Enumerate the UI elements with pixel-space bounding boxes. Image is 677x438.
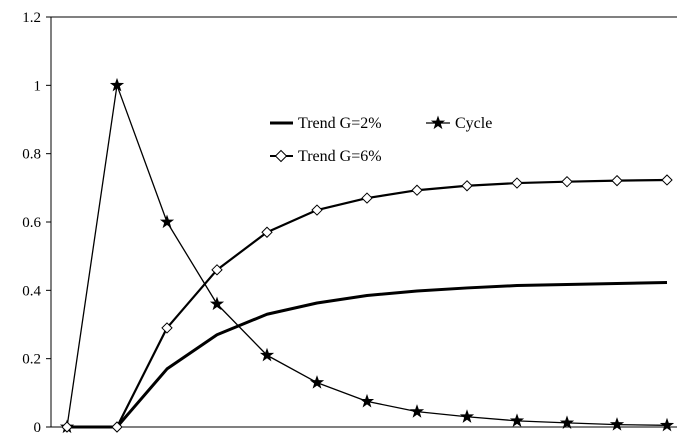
- series-line-cycle: [66, 84, 668, 428]
- legend-diamond-icon: [274, 149, 288, 163]
- y-tick-label: 1.2: [22, 10, 41, 26]
- legend-entry-trend-6: Trend G=6%: [270, 148, 382, 165]
- data-point-trend-g-6: [261, 226, 273, 238]
- data-point-cycle: [159, 214, 175, 229]
- data-point-trend-g-6: [311, 204, 323, 216]
- series-line-trend-g-6: [67, 178, 668, 429]
- data-point-trend-g-6: [61, 421, 73, 433]
- data-point-trend-g-6: [361, 192, 373, 204]
- data-point-trend-g-6: [161, 322, 173, 334]
- legend-entry-trend-2: Trend G=2%: [270, 115, 382, 132]
- series-line-trend-g-2: [67, 280, 668, 429]
- legend-label-trend-2: Trend G=2%: [298, 115, 382, 132]
- data-point-trend-g-6: [211, 264, 223, 276]
- y-tick-label: 0: [34, 420, 42, 436]
- y-tick-label: 0.4: [22, 283, 41, 299]
- data-point-cycle: [509, 413, 525, 427]
- data-point-cycle: [459, 409, 475, 423]
- data-point-cycle: [259, 347, 275, 362]
- data-point-trend-g-6: [461, 180, 473, 192]
- data-point-cycle: [659, 417, 675, 432]
- data-point-trend-g-6: [561, 175, 573, 188]
- data-point-cycle: [559, 415, 575, 429]
- legend-label-trend-6: Trend G=6%: [298, 148, 382, 165]
- data-point-trend-g-6: [661, 174, 673, 186]
- y-axis-ticks: 0 0.2 0.4 0.6 0.8 1 1.2: [22, 10, 51, 436]
- y-tick-label: 1: [34, 78, 42, 94]
- data-point-trend-g-6: [111, 421, 123, 433]
- y-tick-label: 0.8: [22, 147, 41, 163]
- data-point-cycle: [359, 393, 375, 408]
- data-point-cycle: [109, 77, 125, 92]
- legend: Trend G=2% Cycle Trend G=6%: [270, 115, 492, 165]
- legend-entry-cycle: Cycle: [426, 115, 492, 132]
- data-point-trend-g-6: [411, 184, 423, 196]
- data-point-cycle: [609, 417, 625, 431]
- data-point-trend-g-6: [511, 177, 523, 189]
- data-point-cycle: [209, 296, 225, 311]
- data-point-trend-g-6: [611, 174, 623, 187]
- y-tick-label: 0.6: [22, 215, 41, 231]
- legend-star-icon: [430, 115, 446, 130]
- legend-label-cycle: Cycle: [455, 115, 492, 132]
- y-tick-label: 0.2: [22, 352, 41, 368]
- data-point-cycle: [409, 404, 425, 418]
- series-layer: [59, 77, 675, 434]
- data-point-cycle: [309, 375, 325, 389]
